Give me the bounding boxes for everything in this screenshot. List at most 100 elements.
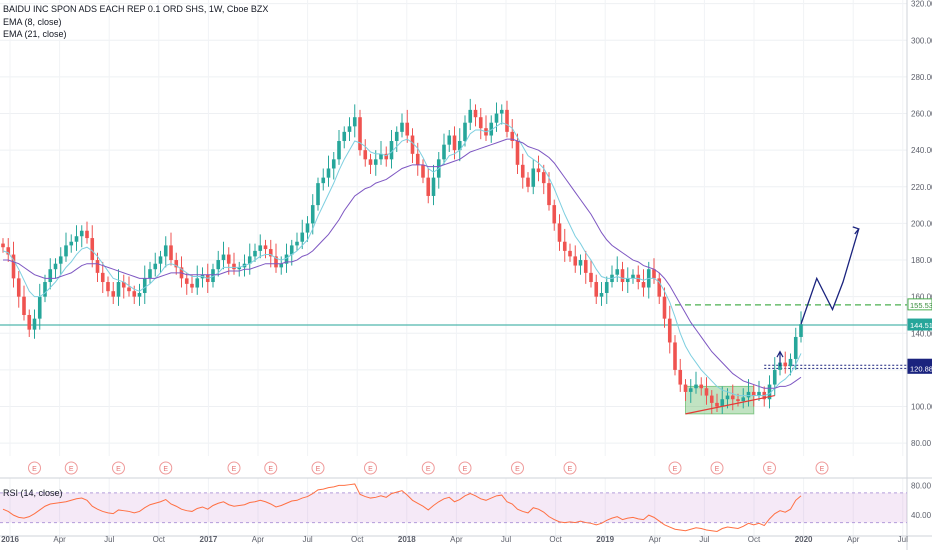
earnings-marker[interactable]	[311, 461, 325, 475]
candle-body[interactable]	[410, 135, 415, 154]
candle-body[interactable]	[16, 278, 21, 297]
candle-body[interactable]	[342, 131, 347, 142]
candle-body[interactable]	[431, 177, 436, 196]
candle-body[interactable]	[100, 272, 105, 283]
candle-body[interactable]	[22, 296, 26, 315]
candle-body[interactable]	[447, 135, 452, 145]
earnings-marker[interactable]	[511, 461, 524, 475]
earnings-marker[interactable]	[563, 461, 577, 475]
candle-body[interactable]	[652, 269, 656, 279]
candle-body[interactable]	[289, 245, 294, 255]
candle-body[interactable]	[331, 159, 336, 169]
candle-body[interactable]	[615, 269, 620, 275]
candle-body[interactable]	[526, 177, 530, 187]
candle-body[interactable]	[27, 314, 32, 330]
candle-body[interactable]	[295, 241, 299, 246]
candle-body[interactable]	[694, 384, 698, 389]
candle-body[interactable]	[531, 168, 536, 187]
candle-body[interactable]	[725, 395, 730, 400]
candle-body[interactable]	[394, 131, 399, 142]
candle-body[interactable]	[736, 399, 740, 402]
candle-body[interactable]	[552, 205, 557, 224]
candle-body[interactable]	[568, 250, 572, 257]
candle-body[interactable]	[79, 230, 84, 237]
candle-body[interactable]	[358, 117, 362, 151]
candle-body[interactable]	[510, 131, 515, 142]
candle-body[interactable]	[163, 245, 168, 257]
candle-body[interactable]	[473, 109, 478, 118]
candle-body[interactable]	[158, 256, 163, 264]
candle-body[interactable]	[772, 369, 777, 385]
candle-body[interactable]	[337, 141, 341, 160]
candle-body[interactable]	[557, 223, 562, 242]
candle-body[interactable]	[620, 269, 625, 283]
candle-body[interactable]	[268, 249, 273, 257]
earnings-marker[interactable]	[763, 461, 776, 475]
candle-body[interactable]	[688, 388, 693, 392]
candle-body[interactable]	[751, 391, 756, 396]
candle-body[interactable]	[730, 395, 735, 400]
candle-body[interactable]	[667, 318, 672, 343]
candle-body[interactable]	[11, 254, 16, 279]
candle-body[interactable]	[174, 260, 179, 268]
candle-body[interactable]	[279, 263, 284, 268]
earnings-marker[interactable]	[668, 461, 682, 475]
candle-body[interactable]	[53, 263, 58, 270]
candle-body[interactable]	[321, 177, 326, 184]
support-trendline[interactable]	[685, 394, 775, 415]
candle-body[interactable]	[258, 245, 263, 251]
candle-body[interactable]	[48, 269, 53, 283]
candle-body[interactable]	[58, 256, 63, 264]
earnings-marker[interactable]	[112, 461, 125, 475]
candle-body[interactable]	[442, 144, 446, 160]
candle-body[interactable]	[793, 336, 798, 359]
candle-body[interactable]	[389, 141, 394, 160]
candle-body[interactable]	[489, 122, 494, 136]
candle-body[interactable]	[421, 164, 425, 178]
candle-body[interactable]	[247, 256, 252, 264]
candle-body[interactable]	[226, 254, 231, 264]
candle-body[interactable]	[106, 282, 110, 292]
candle-body[interactable]	[541, 172, 546, 184]
earnings-marker[interactable]	[710, 461, 724, 475]
candle-body[interactable]	[468, 109, 473, 123]
candle-body[interactable]	[326, 168, 331, 178]
candle-body[interactable]	[715, 402, 719, 407]
candle-body[interactable]	[43, 282, 47, 297]
earnings-marker[interactable]	[159, 461, 173, 475]
candle-body[interactable]	[499, 109, 504, 114]
candle-body[interactable]	[368, 159, 373, 165]
candle-body[interactable]	[415, 153, 420, 165]
candle-body[interactable]	[583, 260, 588, 273]
candle-body[interactable]	[379, 153, 383, 160]
candle-body[interactable]	[121, 282, 126, 288]
candle-body[interactable]	[741, 397, 746, 402]
candle-body[interactable]	[216, 260, 221, 270]
candle-body[interactable]	[90, 238, 95, 261]
candle-body[interactable]	[253, 250, 257, 257]
candle-body[interactable]	[142, 278, 147, 294]
candle-body[interactable]	[137, 293, 142, 297]
candle-body[interactable]	[37, 296, 42, 319]
candle-body[interactable]	[457, 141, 462, 151]
candle-body[interactable]	[678, 369, 683, 385]
candle-body[interactable]	[683, 384, 688, 392]
candle-body[interactable]	[573, 256, 578, 266]
candle-body[interactable]	[452, 135, 457, 151]
candle-body[interactable]	[767, 384, 772, 400]
projection-path[interactable]	[800, 228, 860, 325]
candle-body[interactable]	[211, 269, 215, 283]
candle-body[interactable]	[405, 122, 410, 136]
candle-body[interactable]	[578, 260, 583, 266]
candle-body[interactable]	[153, 263, 158, 270]
candle-body[interactable]	[604, 282, 609, 294]
earnings-marker[interactable]	[364, 461, 377, 475]
candle-body[interactable]	[132, 291, 137, 297]
candle-body[interactable]	[463, 122, 467, 142]
candle-body[interactable]	[426, 177, 431, 196]
candle-body[interactable]	[6, 247, 11, 255]
candle-body[interactable]	[673, 342, 677, 370]
candle-body[interactable]	[778, 362, 782, 370]
candle-body[interactable]	[111, 291, 116, 297]
candle-body[interactable]	[625, 278, 630, 283]
